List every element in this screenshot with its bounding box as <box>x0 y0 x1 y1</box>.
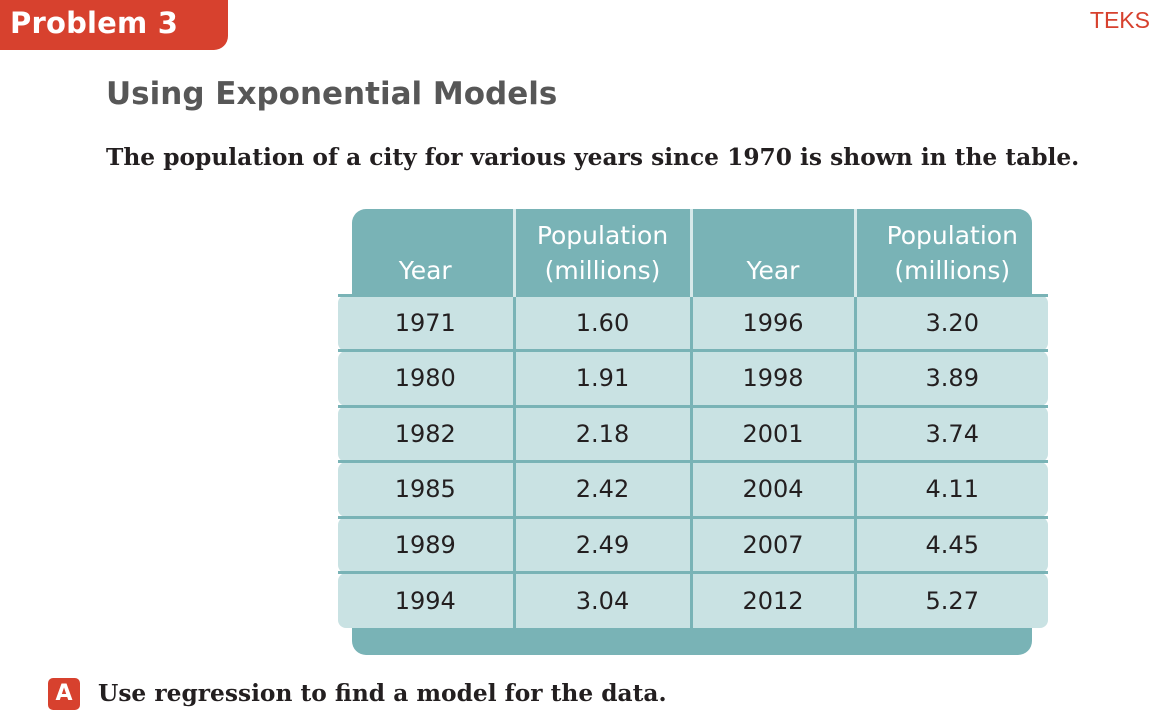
teks-label: TEKS <box>1089 7 1150 33</box>
table-cell-population: 1.60 <box>512 293 691 351</box>
table-header-row: Year Population (millions) Year Populati… <box>338 209 1048 295</box>
table-cell-population: 5.27 <box>853 571 1048 628</box>
table-cell-year: 1994 <box>338 571 514 628</box>
header-population-2: Population (millions) <box>853 209 1048 295</box>
problem-label: Problem 3 <box>10 6 179 40</box>
table-cell-year: 1971 <box>338 293 514 351</box>
intro-text: The population of a city for various yea… <box>106 144 1080 171</box>
table-cell-population: 3.04 <box>512 571 691 628</box>
table-cell-year: 2004 <box>689 460 855 517</box>
table-cell-year: 2001 <box>689 404 855 462</box>
header-year-2-label: Year <box>746 255 800 285</box>
header-population-2-line1: Population <box>886 220 1018 250</box>
table-row: 1982 2.18 2001 3.74 <box>338 404 1048 462</box>
header-year-1-label: Year <box>398 255 452 285</box>
header-population-2-line2: (millions) <box>894 255 1011 285</box>
header-population-1: Population (millions) <box>512 209 691 295</box>
table-row: 1980 1.91 1998 3.89 <box>338 349 1048 406</box>
table-row: 1989 2.49 2007 4.45 <box>338 515 1048 573</box>
table-cell-population: 4.11 <box>853 460 1048 517</box>
header-population-1-line2: (millions) <box>544 255 661 285</box>
problem-tab: Problem 3 <box>0 0 228 50</box>
table-row: 1994 3.04 2012 5.27 <box>338 571 1048 628</box>
table-row: 1985 2.42 2004 4.11 <box>338 460 1048 517</box>
table-cell-population: 4.45 <box>853 515 1048 573</box>
table-cell-population: 3.74 <box>853 404 1048 462</box>
header-year-1: Year <box>338 209 514 295</box>
part-a-badge: A <box>48 678 80 710</box>
part-a-text: Use regression to find a model for the d… <box>98 680 667 707</box>
table-row: 1971 1.60 1996 3.20 <box>338 293 1048 351</box>
table-cell-year: 2012 <box>689 571 855 628</box>
table-cell-population: 3.89 <box>853 349 1048 406</box>
table-cell-population: 2.42 <box>512 460 691 517</box>
population-table-container: Year Population (millions) Year Populati… <box>338 209 1048 655</box>
table-cell-year: 1980 <box>338 349 514 406</box>
table-cell-year: 2007 <box>689 515 855 573</box>
table-cell-year: 1998 <box>689 349 855 406</box>
part-a-item: A Use regression to find a model for the… <box>48 674 667 714</box>
section-title: Using Exponential Models <box>106 76 558 112</box>
table-cell-population: 2.18 <box>512 404 691 462</box>
table-cell-year: 1982 <box>338 404 514 462</box>
table-cell-year: 1989 <box>338 515 514 573</box>
header-population-1-line1: Population <box>536 220 669 250</box>
header-year-2: Year <box>689 209 855 295</box>
table-cell-population: 2.49 <box>512 515 691 573</box>
population-table: Year Population (millions) Year Populati… <box>338 209 1048 628</box>
table-cell-population: 3.20 <box>853 293 1048 351</box>
table-cell-population: 1.91 <box>512 349 691 406</box>
table-cell-year: 1996 <box>689 293 855 351</box>
table-cell-year: 1985 <box>338 460 514 517</box>
